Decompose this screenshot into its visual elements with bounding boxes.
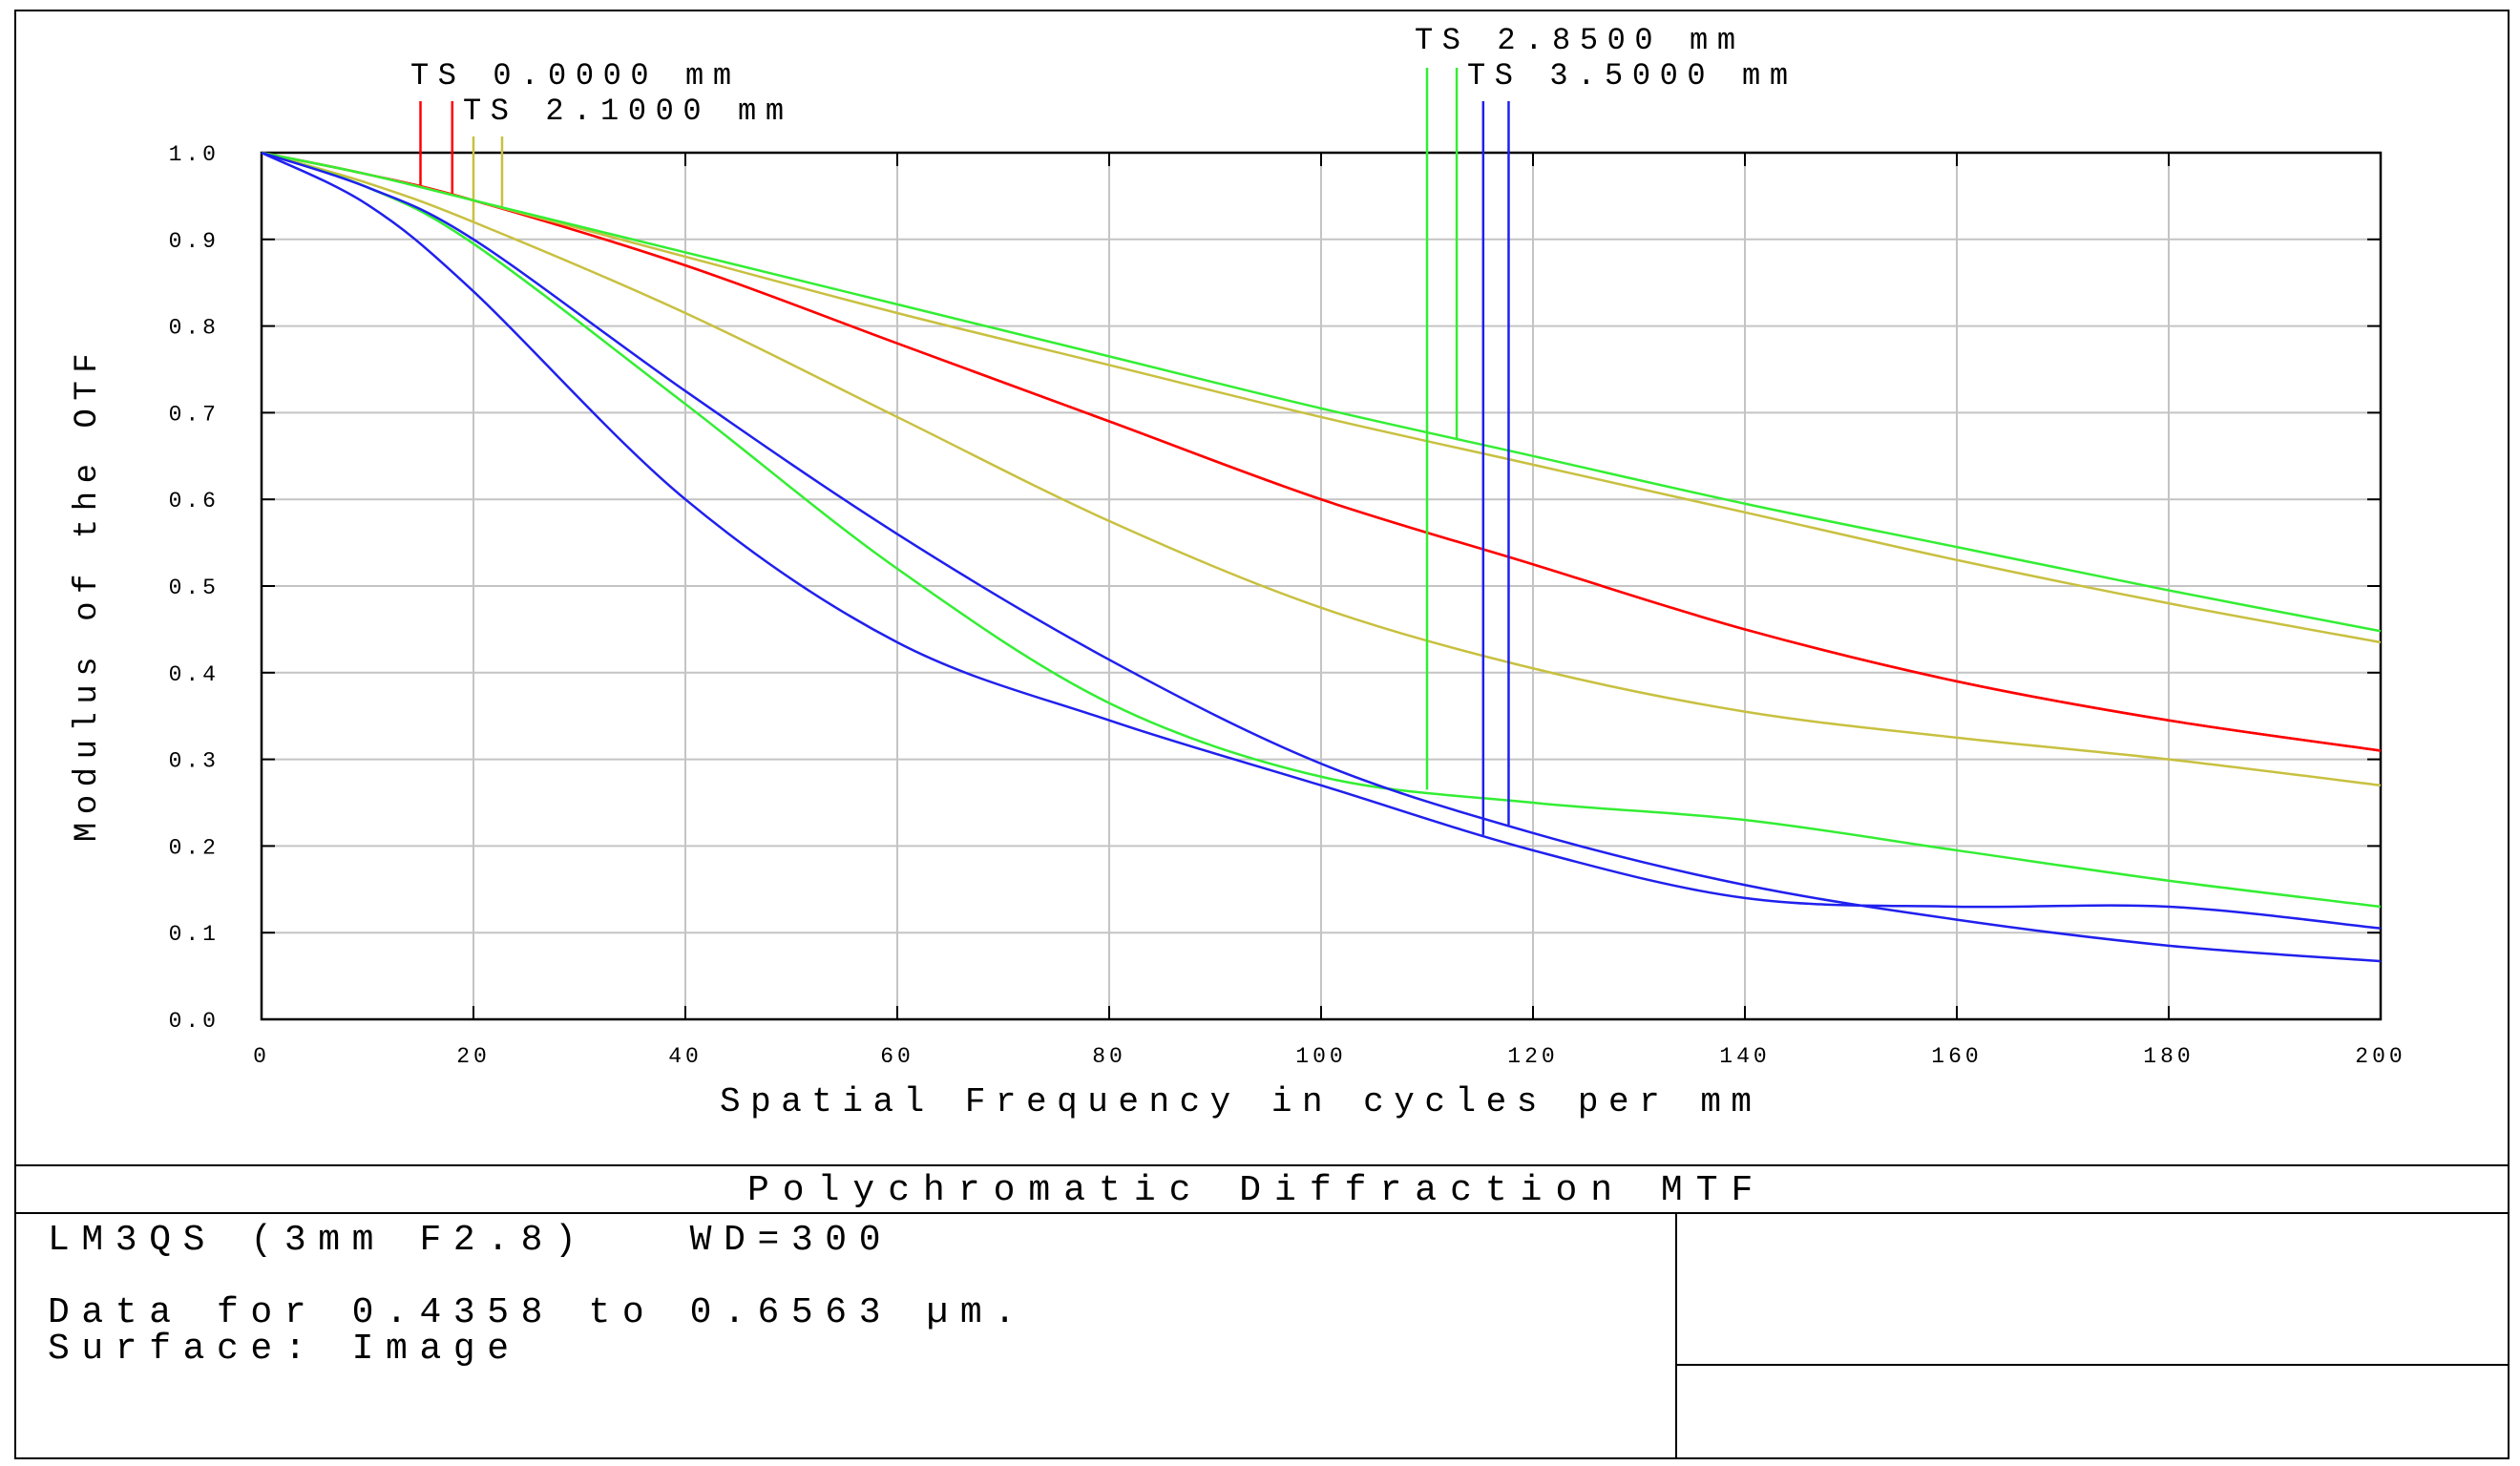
outer-frame: [14, 10, 2510, 1459]
legend-label: TS 2.1000 mm: [463, 94, 793, 129]
y-axis-label: Modulus of the OTF: [70, 345, 106, 843]
y-tick-label: 0.6: [169, 489, 220, 513]
mtf-curve-3-a: [261, 151, 2382, 633]
info-divider-right: [1675, 1364, 2510, 1366]
y-tick-label: 0.1: [169, 922, 220, 947]
mtf-curve-2-b: [261, 151, 2382, 787]
x-tick-label: 200: [2355, 1044, 2405, 1069]
wavelength-info: Data for 0.4358 to 0.6563 µm.: [48, 1292, 1028, 1333]
y-tick-label: 0.3: [169, 749, 220, 774]
surface-info: Surface: Image: [48, 1329, 521, 1370]
x-tick-label: 100: [1295, 1044, 1346, 1069]
mtf-curve-4-a: [261, 151, 2382, 963]
legend-label: TS 3.5000 mm: [1467, 58, 1797, 94]
plot-area-border: [260, 151, 2383, 1021]
x-tick-label: 60: [880, 1044, 914, 1069]
legend-label: TS 0.0000 mm: [410, 58, 741, 94]
x-tick-label: 140: [1719, 1044, 1770, 1069]
y-tick-label: 1.0: [169, 142, 220, 167]
x-tick-label: 120: [1507, 1044, 1558, 1069]
mtf-curve-3-b: [261, 151, 2382, 909]
x-tick-label: 0: [253, 1044, 270, 1069]
y-tick-label: 0.2: [169, 835, 220, 860]
x-tick-label: 80: [1092, 1044, 1126, 1069]
y-tick-label: 0.4: [169, 662, 220, 687]
y-tick-label: 0.9: [169, 229, 220, 254]
y-tick-label: 0.7: [169, 402, 220, 427]
mtf-curve-4-b: [261, 151, 2382, 930]
x-tick-label: 160: [1931, 1044, 1982, 1069]
x-axis-label: Spatial Frequency in cycles per mm: [720, 1082, 1762, 1121]
x-tick-label: 20: [456, 1044, 491, 1069]
title-divider-top: [14, 1164, 2510, 1166]
y-tick-label: 0.0: [169, 1009, 220, 1034]
y-tick-label: 0.8: [169, 316, 220, 341]
x-tick-label: 40: [668, 1044, 703, 1069]
x-tick-label: 180: [2143, 1044, 2194, 1069]
title-divider-bottom: [14, 1212, 2510, 1214]
info-divider-vertical: [1675, 1212, 1677, 1458]
legend-label: TS 2.8500 mm: [1415, 23, 1745, 58]
chart-title: Polychromatic Diffraction MTF: [747, 1170, 1767, 1211]
lens-info: LM3QS (3mm F2.8) WD=300: [48, 1220, 893, 1261]
y-tick-label: 0.5: [169, 576, 220, 600]
